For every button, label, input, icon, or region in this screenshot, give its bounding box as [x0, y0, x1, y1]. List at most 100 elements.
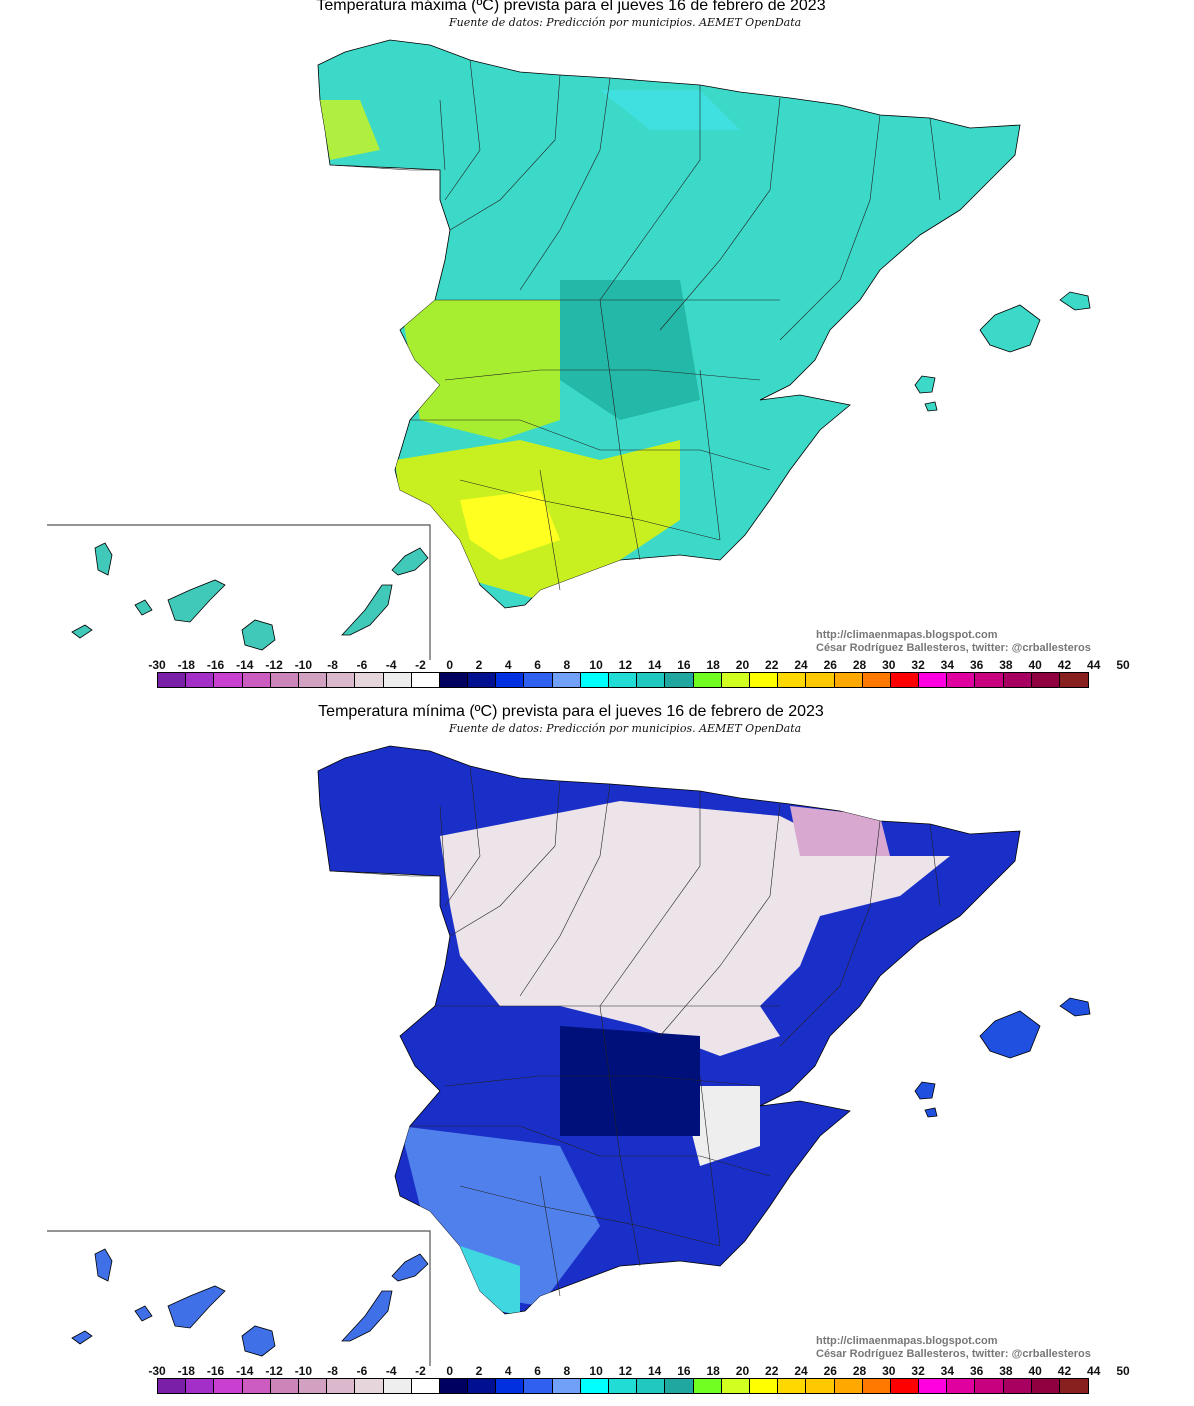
credit-author: César Rodríguez Ballesteros, twitter: @c… [816, 1348, 1091, 1360]
legend-label: -16 [206, 658, 225, 672]
legend-label: -8 [327, 658, 338, 672]
legend-swatch [1031, 673, 1060, 687]
legend-label: -10 [294, 1364, 313, 1378]
legend-swatch [186, 1379, 215, 1393]
legend-swatch [580, 673, 609, 687]
canary-island [241, 619, 276, 651]
province-border [459, 479, 721, 541]
province-border [459, 1185, 721, 1247]
canary-inset-frame [47, 524, 431, 660]
province-border [599, 85, 701, 301]
legend-label: 18 [706, 1364, 720, 1378]
legend-swatch [919, 673, 948, 687]
legend-swatch [158, 1379, 187, 1393]
legend-label: 40 [1028, 658, 1042, 672]
legend-label: 20 [735, 658, 750, 672]
province-border [329, 870, 440, 877]
legend-swatch [637, 1379, 666, 1393]
legend-label: 22 [765, 658, 779, 672]
province-border [779, 114, 881, 341]
island [1059, 997, 1091, 1017]
legend-label: 24 [794, 658, 808, 672]
legend-swatch [242, 1379, 271, 1393]
max-temperature-map [47, 39, 1091, 660]
province-border [599, 299, 621, 451]
canary-inset-frame [47, 1230, 431, 1366]
province-border [619, 1155, 641, 1267]
min-temperature-panel: Temperatura mínima (ºC) prevista para el… [0, 703, 1194, 1406]
province-border [659, 803, 781, 1037]
legend-swatch [1031, 1379, 1060, 1393]
mild-area [460, 1246, 520, 1314]
legend-label: -4 [385, 658, 397, 672]
province-border [444, 369, 761, 381]
legend-swatch [298, 1379, 328, 1393]
legend-swatch [749, 673, 779, 687]
legend-swatch [355, 1379, 384, 1393]
province-border [329, 164, 440, 171]
legend-swatch [186, 673, 215, 687]
province-border [444, 765, 481, 907]
legend-swatch [214, 1379, 243, 1393]
province-border [779, 820, 881, 1047]
credit-author: César Rodríguez Ballesteros, twitter: @c… [816, 642, 1091, 654]
legend-swatch [524, 1379, 553, 1393]
island [924, 401, 938, 412]
island [979, 1010, 1041, 1059]
province-border [519, 783, 611, 997]
legend-swatch [919, 1379, 948, 1393]
min-temperature-map [47, 745, 1091, 1366]
legend-label: 8 [563, 1364, 571, 1378]
legend-label: 14 [647, 1364, 662, 1378]
province-border [699, 369, 721, 541]
legend-label: 40 [1028, 1364, 1042, 1378]
cool-area [600, 90, 740, 130]
legend-swatch [327, 1379, 356, 1393]
legend-label: -6 [356, 1364, 368, 1378]
legend-label: 24 [794, 1364, 808, 1378]
canary-island [134, 599, 153, 616]
legend-label: -30 [148, 658, 166, 672]
legend-label: -10 [294, 658, 313, 672]
legend-swatch [778, 1379, 807, 1393]
legend-swatch [1060, 1379, 1089, 1393]
legend-label: 32 [911, 1364, 925, 1378]
legend-swatch [890, 673, 920, 687]
legend-label: 42 [1057, 658, 1072, 672]
legend-swatch [496, 1379, 525, 1393]
canary-island [391, 547, 429, 576]
province-border [439, 805, 446, 877]
legend-label: 10 [589, 1364, 603, 1378]
legend-swatch [890, 1379, 920, 1393]
legend-swatch [1003, 1379, 1032, 1393]
legend-label: 12 [618, 1364, 633, 1378]
island [1059, 291, 1091, 311]
legend-label: -16 [206, 1364, 225, 1378]
legend-swatch [665, 673, 694, 687]
legend-label: 16 [677, 658, 691, 672]
credit-url[interactable]: http://climaenmapas.blogspot.com [816, 629, 998, 641]
legend-label: 10 [589, 658, 603, 672]
canary-island [341, 584, 393, 636]
legend-label: -18 [177, 1364, 195, 1378]
legend-swatch [975, 673, 1004, 687]
island [979, 304, 1041, 353]
province-border [449, 780, 561, 937]
legend-swatch [327, 673, 356, 687]
legend-swatch [439, 1379, 469, 1393]
legend-swatch [411, 1379, 440, 1393]
legend-label: 44 [1087, 658, 1101, 672]
legend-swatch [749, 1379, 779, 1393]
legend-swatch [693, 673, 722, 687]
legend-swatch [834, 1379, 863, 1393]
island [914, 375, 936, 394]
legend-label: 30 [882, 1364, 896, 1378]
province-border [449, 74, 561, 231]
legend-label: 0 [446, 658, 454, 672]
legend-labels: -30 -18 -16 -14 -12 -10 -8 -6 -4 -2 0 2 4 6 8 10 12 14 16 1… [0, 1364, 1194, 1378]
legend-swatch [298, 673, 328, 687]
province-border [439, 99, 446, 171]
credit-url[interactable]: http://climaenmapas.blogspot.com [816, 1335, 998, 1347]
legend-swatch [609, 673, 638, 687]
province-border [699, 1075, 721, 1247]
